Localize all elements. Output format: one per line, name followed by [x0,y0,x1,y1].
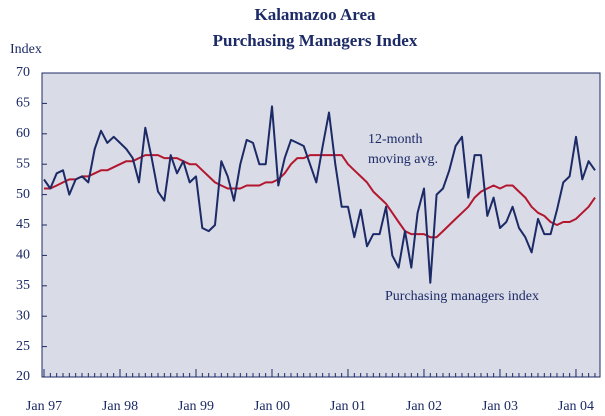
series-line [43,105,596,284]
plot-area [41,72,601,378]
y-tick-label: 35 [16,278,30,293]
x-tick-label: Jan 97 [26,399,62,414]
y-tick-label: 50 [16,187,30,202]
y-tick-label: 25 [16,339,30,354]
y-tick-label: 60 [16,126,30,141]
y-tick-label: 20 [16,369,30,384]
y-tick-label: 70 [16,65,30,80]
x-tick-label: Jan 04 [558,399,594,414]
y-axis-label: Index [10,42,42,57]
chart-title: Kalamazoo Area [254,5,376,24]
annotation: Purchasing managers index [385,289,539,304]
series-line [44,154,596,239]
x-tick-label: Jan 02 [406,399,442,414]
x-tick-label: Jan 03 [482,399,518,414]
x-tick-label: Jan 98 [102,399,138,414]
y-tick-label: 65 [16,96,30,111]
x-tick-label: Jan 99 [178,399,214,414]
x-tick-label: Jan 00 [254,399,290,414]
y-tick-label: 45 [16,217,30,232]
chart-subtitle: Purchasing Managers Index [213,31,418,50]
y-tick-label: 55 [16,156,30,171]
x-tick-label: Jan 01 [330,399,366,414]
y-tick-label: 30 [16,308,30,323]
annotation: moving avg. [368,152,438,167]
annotation: 12-month [368,132,422,147]
y-tick-label: 40 [16,248,30,263]
